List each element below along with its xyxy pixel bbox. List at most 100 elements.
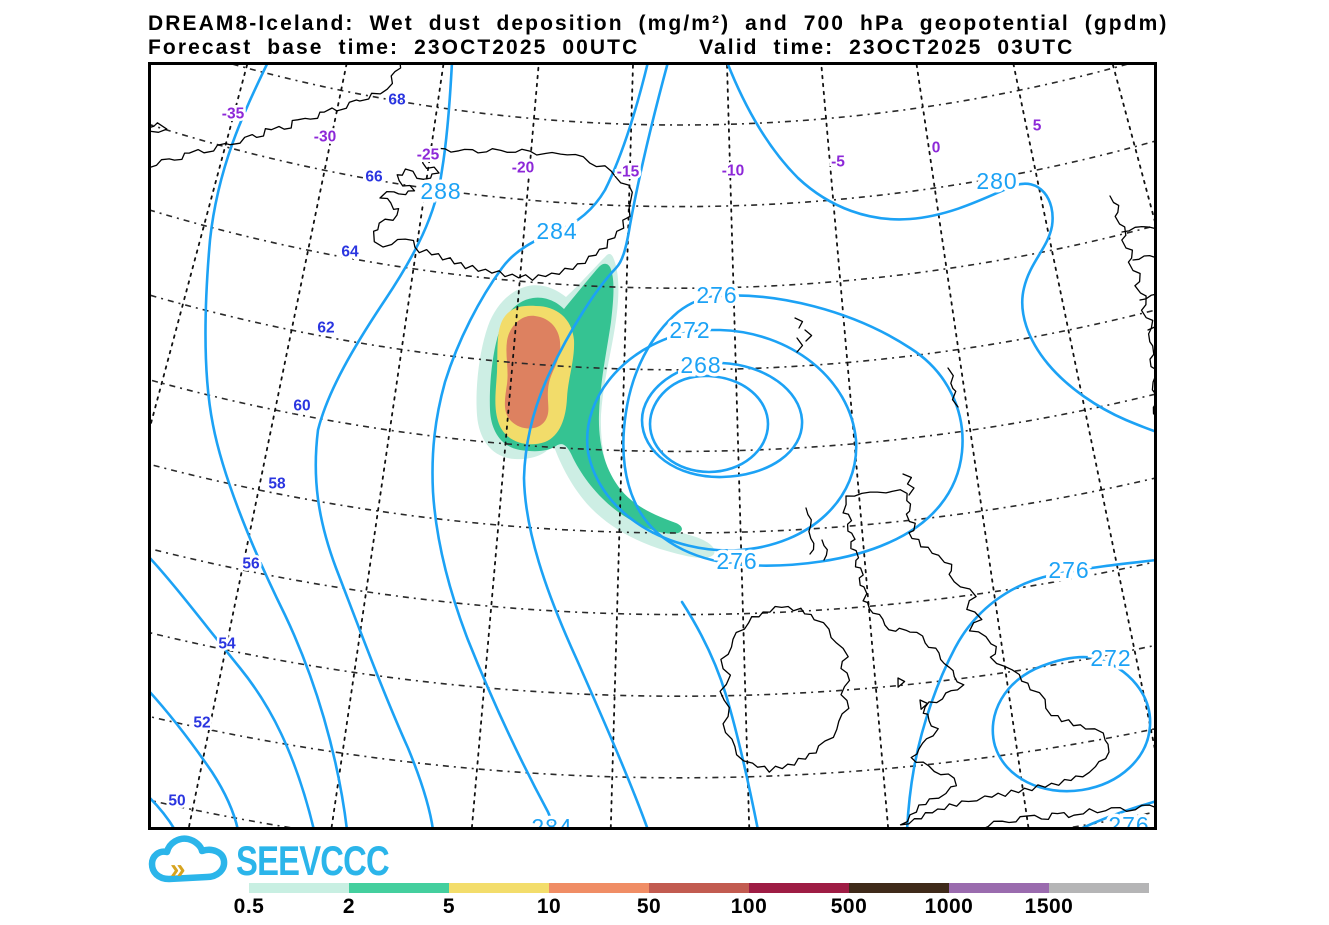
colorbar-tick-label: 100 (730, 895, 768, 918)
lat-label: 64 (341, 244, 359, 261)
contour-label: 280 (976, 168, 1017, 194)
map-subtitle: Forecast base time: 23OCT2025 00UTC Vali… (148, 36, 1075, 59)
lon-label: 5 (1033, 118, 1042, 135)
contour-296 (146, 554, 316, 832)
lat-label: 56 (242, 556, 260, 573)
colorbar-segment-2 (449, 883, 549, 893)
lon-label: -10 (722, 163, 744, 180)
colorbar-tick-label: 1000 (924, 895, 974, 918)
contour-label: 276 (1048, 557, 1089, 583)
colorbar-segment-0 (249, 883, 349, 893)
colorbar-segment-4 (649, 883, 749, 893)
arrow-icon: » (170, 853, 186, 884)
geopotential-contours (146, 60, 1159, 832)
norway-fjord-1 (1121, 225, 1158, 233)
contour-label: 272 (669, 317, 710, 343)
britain-coast (842, 489, 1110, 826)
contour-268-loop (640, 361, 804, 479)
faroe-islands-3 (796, 337, 804, 353)
lat-label: 60 (293, 398, 310, 415)
coastlines (147, 61, 1158, 831)
lat-label: 62 (317, 320, 334, 337)
outer-hebrides (805, 507, 815, 555)
lat-label: 68 (388, 92, 406, 109)
faroe-islands-1 (794, 317, 804, 329)
map-title: DREAM8-Iceland: Wet dust deposition (mg/… (148, 12, 1169, 35)
colorbar-tick-label: 5 (442, 895, 456, 918)
contour-272-se-loop (991, 655, 1152, 793)
contour-276-south (680, 600, 760, 832)
parallel-52 (0, 674, 1329, 778)
contour-label: 288 (420, 178, 461, 204)
colorbar-segment-3 (549, 883, 649, 893)
lat-label: 50 (168, 793, 185, 810)
meridian--10 (725, 48, 753, 925)
colorbar-segment-1 (349, 883, 449, 893)
colorbar-tick-label: 0.5 (233, 895, 265, 918)
logo-text: SEEVCCC (236, 837, 390, 884)
lon-label: -25 (417, 147, 440, 164)
colorbar-segment-7 (949, 883, 1049, 893)
lat-label: 58 (268, 476, 286, 493)
norway-coast (1109, 195, 1158, 419)
parallel-68 (44, 0, 1316, 126)
contour-276-east (905, 558, 1159, 832)
colorbar-tick-label: 2 (342, 895, 356, 918)
lon-label: -30 (314, 129, 336, 146)
isle-of-man (897, 677, 906, 688)
contour-272-loop (585, 328, 858, 552)
colorbar-tick-label: 10 (536, 895, 562, 918)
lat-label: 66 (365, 169, 383, 186)
deposition-colorbar (249, 883, 1149, 893)
colorbar-tick-label: 500 (830, 895, 868, 918)
anglesey (919, 699, 929, 710)
shetland-islands (947, 367, 959, 408)
colorbar-segment-5 (749, 883, 849, 893)
contour-label: 276 (716, 548, 757, 574)
contour-label: 276 (696, 282, 737, 308)
parallel-60 (0, 330, 1329, 452)
lon-label: -20 (512, 160, 534, 177)
lon-label: -35 (222, 106, 245, 123)
faroe-islands-2 (804, 329, 813, 342)
contour-292 (204, 60, 349, 832)
dust-deposition-plume (476, 254, 715, 558)
inner-hebrides (821, 539, 828, 561)
lon-label: 0 (932, 140, 941, 157)
contour-label: 268 (680, 352, 721, 378)
contour-280-west (522, 60, 670, 832)
plume-area-orange (504, 315, 561, 429)
orkney-islands (902, 473, 915, 496)
contour-276-loop (622, 294, 964, 567)
lon-label: -5 (831, 154, 845, 171)
seevccc-logo: » SEEVCCC (148, 833, 408, 891)
lat-label: 52 (193, 715, 210, 732)
cloud-logo-icon: » (148, 835, 228, 884)
parallel-66 (0, 68, 1329, 207)
meridian--15 (607, 48, 635, 925)
contour-label: 284 (536, 218, 577, 244)
iceland-coast (372, 147, 633, 281)
contour-288 (314, 60, 454, 832)
colorbar-segment-8 (1049, 883, 1149, 893)
contour-300 (146, 688, 240, 832)
map-frame (148, 62, 1157, 830)
colorbar-tick-label: 50 (636, 895, 662, 918)
contour-label: 272 (1090, 645, 1131, 671)
france-coast (979, 804, 1158, 831)
norway-fjord-2 (1132, 254, 1158, 261)
greenland-coast (147, 61, 402, 169)
colorbar-tick-label: 1500 (1024, 895, 1074, 918)
colorbar-segment-6 (849, 883, 949, 893)
contour-284 (431, 60, 650, 832)
contour-inner-loop (648, 374, 770, 474)
parallel-54 (0, 589, 1329, 697)
ireland-coast (719, 605, 851, 773)
lon-label: -15 (617, 164, 640, 181)
lat-label: 54 (218, 636, 236, 653)
contour-280-east (725, 60, 1159, 434)
